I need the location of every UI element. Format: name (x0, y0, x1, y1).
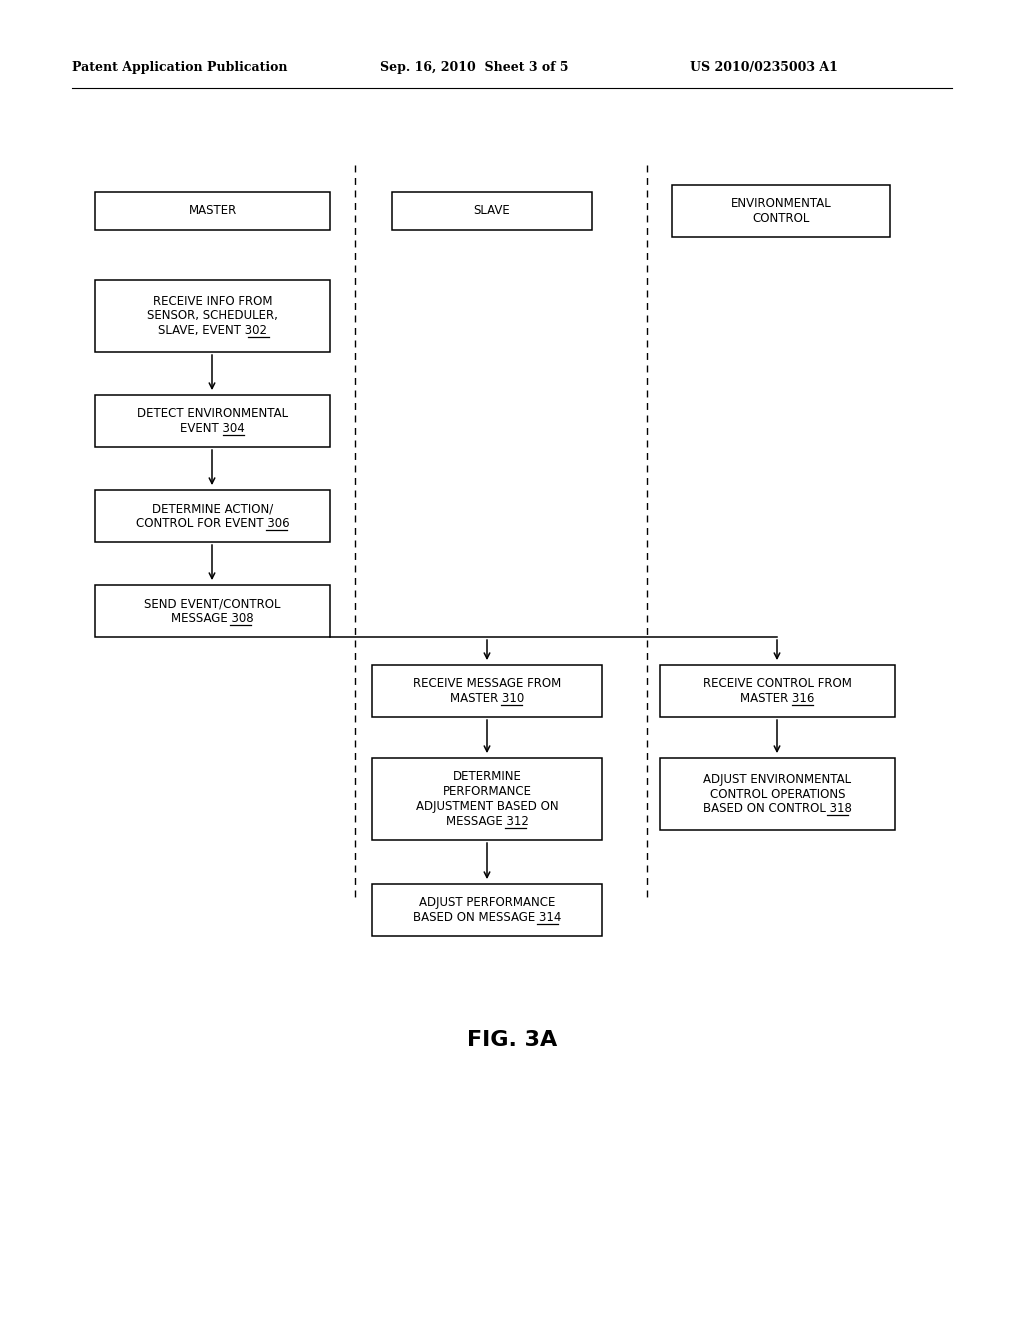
Text: CONTROL: CONTROL (753, 213, 810, 224)
Text: CONTROL OPERATIONS: CONTROL OPERATIONS (710, 788, 845, 800)
Text: MASTER 310: MASTER 310 (450, 692, 524, 705)
Text: RECEIVE MESSAGE FROM: RECEIVE MESSAGE FROM (413, 677, 561, 690)
Text: SLAVE: SLAVE (474, 205, 510, 218)
Bar (660, 758, 895, 830)
Text: Sep. 16, 2010  Sheet 3 of 5: Sep. 16, 2010 Sheet 3 of 5 (380, 62, 568, 74)
Text: DETERMINE: DETERMINE (453, 771, 521, 783)
Text: RECEIVE INFO FROM: RECEIVE INFO FROM (153, 294, 272, 308)
Text: Patent Application Publication: Patent Application Publication (72, 62, 288, 74)
Text: CONTROL FOR EVENT 306: CONTROL FOR EVENT 306 (136, 517, 290, 529)
Text: RECEIVE CONTROL FROM: RECEIVE CONTROL FROM (703, 677, 852, 690)
Bar (95, 490, 330, 543)
Text: DETERMINE ACTION/: DETERMINE ACTION/ (152, 502, 273, 515)
Bar (672, 185, 890, 238)
Text: BASED ON CONTROL 318: BASED ON CONTROL 318 (703, 803, 852, 816)
Text: MASTER: MASTER (188, 205, 237, 218)
Text: PERFORMANCE: PERFORMANCE (442, 785, 531, 799)
Text: ADJUST ENVIRONMENTAL: ADJUST ENVIRONMENTAL (703, 772, 852, 785)
Bar (95, 395, 330, 447)
Text: SEND EVENT/CONTROL: SEND EVENT/CONTROL (144, 597, 281, 610)
Text: US 2010/0235003 A1: US 2010/0235003 A1 (690, 62, 838, 74)
Bar (95, 585, 330, 638)
Text: SLAVE, EVENT 302: SLAVE, EVENT 302 (158, 325, 267, 337)
Bar (392, 191, 592, 230)
Bar (372, 665, 602, 717)
Text: EVENT 304: EVENT 304 (180, 422, 245, 434)
Bar (95, 280, 330, 352)
Bar (372, 884, 602, 936)
Text: ENVIRONMENTAL: ENVIRONMENTAL (731, 197, 831, 210)
Bar (660, 665, 895, 717)
Text: SENSOR, SCHEDULER,: SENSOR, SCHEDULER, (147, 309, 278, 322)
Text: MASTER 316: MASTER 316 (740, 692, 815, 705)
Text: MESSAGE 308: MESSAGE 308 (171, 612, 254, 624)
Bar (372, 758, 602, 840)
Text: ADJUSTMENT BASED ON: ADJUSTMENT BASED ON (416, 800, 558, 813)
Text: FIG. 3A: FIG. 3A (467, 1030, 557, 1049)
Text: ADJUST PERFORMANCE: ADJUST PERFORMANCE (419, 896, 555, 909)
Text: MESSAGE 312: MESSAGE 312 (445, 814, 528, 828)
Text: DETECT ENVIRONMENTAL: DETECT ENVIRONMENTAL (137, 407, 288, 420)
Text: BASED ON MESSAGE 314: BASED ON MESSAGE 314 (413, 911, 561, 924)
Bar (95, 191, 330, 230)
